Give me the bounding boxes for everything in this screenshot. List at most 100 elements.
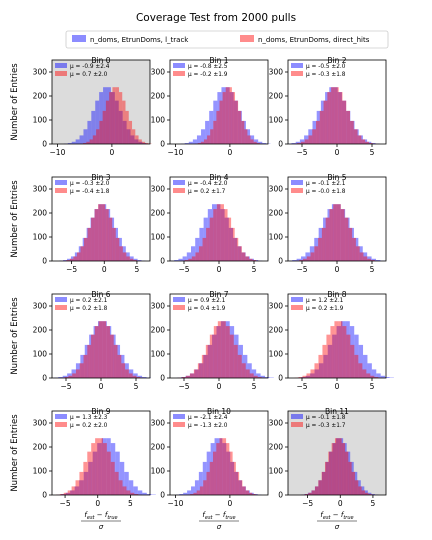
histogram-bar [117,354,122,378]
histogram-bar [74,486,80,495]
histogram-bar [314,363,319,378]
histogram-bar [94,209,99,261]
histogram-bar [321,227,326,261]
histogram-bar [355,246,360,261]
panel-legend-label: μ = -0.4 ±1.8 [70,189,110,195]
histogram-bar [363,354,368,378]
figure-title: Coverage Test from 2000 pulls [136,12,296,24]
histogram-bar [92,135,97,144]
histogram-bar [129,256,134,261]
y-tick-label: 200 [33,92,48,101]
histogram-bar [318,480,322,495]
histogram-bar [340,209,346,261]
y-tick-label: 300 [151,185,166,194]
histogram-bar [364,492,369,495]
histogram-bar [96,129,100,144]
panel-legend-label: μ = -0.4 ±2.0 [188,181,228,187]
histogram-bar [99,120,103,144]
histogram-bar [336,326,341,378]
y-tick-label: 300 [33,302,48,311]
histogram-bar [319,110,324,144]
histogram-bar [342,100,347,144]
panel-title: Bin 3 [91,173,110,182]
histogram-bar [234,237,239,261]
histogram-bar [344,217,349,261]
panel-legend-label: μ = -0.2 ±1.9 [188,72,228,78]
histogram-bar [318,227,324,261]
histogram-bar [132,129,136,144]
histogram-bar [122,120,127,144]
panel-legend-label: μ = -0.1 ±1.8 [306,415,346,421]
histogram-bar [361,490,365,495]
panel-legend-label: μ = 1.2 ±2.1 [306,298,344,304]
histogram-bar [297,143,301,144]
panel-legend-swatch [291,297,303,302]
histogram-bar [63,260,68,261]
histogram-bar [350,344,355,378]
histogram-bar [134,139,139,144]
histogram-bar [231,92,236,144]
histogram-bar [225,87,229,144]
legend-swatch-a [72,35,86,42]
histogram-bar [330,326,335,378]
histogram-bar [324,461,329,495]
histogram-bar [241,486,246,495]
panel-legend-swatch [55,71,67,76]
histogram-bar [134,494,139,495]
histogram-bar [70,490,75,495]
histogram-bar [333,204,337,261]
histogram-bar [192,139,197,144]
histogram-bar [363,256,368,261]
histogram-bar [353,471,358,495]
histogram-bar [201,129,206,144]
histogram-bar [130,492,135,495]
histogram-bar [312,129,316,144]
histogram-bar [135,135,139,144]
histogram-bar [195,252,199,261]
histogram-bar [137,490,143,495]
panel-highlight-bg [288,411,386,495]
histogram-bar [206,471,210,495]
panel-legend-label: μ = 0.7 ±2.0 [70,72,108,78]
histogram-bar [124,363,129,378]
histogram-bar [291,143,296,144]
histogram-bar [354,334,359,378]
histogram-bar [114,471,119,495]
histogram-bar [368,143,373,144]
histogram-bar [194,369,199,378]
y-tick-label: 0 [160,257,165,266]
y-tick-label: 200 [33,326,48,335]
histogram-bar [205,120,210,144]
histogram-bar [353,237,359,261]
histogram-bar [367,492,372,495]
histogram-bar [66,260,70,261]
histogram-bar [119,461,125,495]
histogram-bar [331,204,337,261]
histogram-bar [247,363,252,378]
panel-legend-swatch [55,422,67,427]
histogram-bar [357,135,362,144]
histogram-bar [311,490,315,495]
histogram-bar [341,443,345,495]
histogram-bar [182,256,187,261]
histogram-bar [203,139,208,144]
panel-legend-label: μ = -1.3 ±2.0 [188,423,228,429]
histogram-bar [114,100,119,144]
x-tick-label: 0 [335,265,340,274]
histogram-bar [91,443,96,495]
panel-bin-11: 0 100 200 300 −5 0 5 Bin 11μ = -0.1 ±1.8 μ = -0.… [269,407,387,508]
histogram-bar [233,100,238,144]
y-tick-label: 0 [278,257,283,266]
histogram-bar [128,120,133,144]
histogram-bar [223,209,228,261]
histogram-bar [124,471,129,495]
figure-legend: n_doms, EtrunDoms, l_track n_doms, Etrun… [65,30,389,49]
histogram-bar [203,480,207,495]
y-tick-label: 100 [33,233,48,242]
y-axis-label: Number of Entries [10,414,20,492]
histogram-bar [367,141,372,144]
histogram-bar [220,204,224,261]
panel-title: Bin 5 [327,173,346,182]
histogram-bar [238,110,242,144]
